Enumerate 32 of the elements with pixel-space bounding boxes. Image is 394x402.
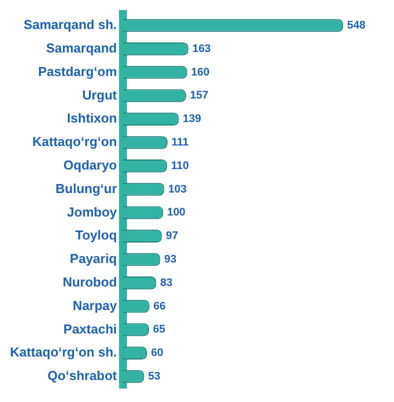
y-tick-label: Toyloq xyxy=(75,228,117,243)
data-label: 111 xyxy=(171,136,189,149)
data-label: 163 xyxy=(192,42,211,55)
y-tick-label: Oqdaryo xyxy=(63,157,117,172)
data-label: 548 xyxy=(347,20,366,32)
data-label: 110 xyxy=(171,160,189,172)
y-tick-label: Kattaqo‘rg‘on xyxy=(32,134,117,150)
data-label: 93 xyxy=(164,254,177,266)
y-tick-label: Payariq xyxy=(70,251,117,266)
y-tick-label: Pastdarg‘om xyxy=(38,64,117,79)
data-label: 97 xyxy=(166,230,178,242)
data-label: 53 xyxy=(148,370,160,383)
data-label: 60 xyxy=(151,347,164,360)
y-tick-label: Paxtachi xyxy=(63,321,117,336)
data-label: 65 xyxy=(153,324,166,336)
data-label: 139 xyxy=(182,113,202,126)
data-label: 160 xyxy=(191,66,210,78)
data-label: 157 xyxy=(190,90,208,102)
data-label: 103 xyxy=(168,183,187,196)
data-label: 66 xyxy=(153,300,166,312)
y-tick-label: Samarqand xyxy=(46,40,117,56)
y-tick-label: Ishtixon xyxy=(67,110,117,126)
data-label: 100 xyxy=(167,206,186,219)
y-tick-label: Narpay xyxy=(72,298,118,313)
y-tick-label: Qo‘shrabot xyxy=(48,368,118,384)
y-tick-label: Bulung‘ur xyxy=(56,180,117,196)
y-tick-label: Samarqand sh. xyxy=(24,17,117,32)
y-tick-label: Jomboy xyxy=(67,204,118,220)
y-tick-label: Urgut xyxy=(82,87,118,102)
data-label: 83 xyxy=(160,276,172,289)
y-tick-label: Nurobod xyxy=(62,274,117,290)
y-tick-label: Kattaqo‘rg‘on sh. xyxy=(10,344,117,360)
